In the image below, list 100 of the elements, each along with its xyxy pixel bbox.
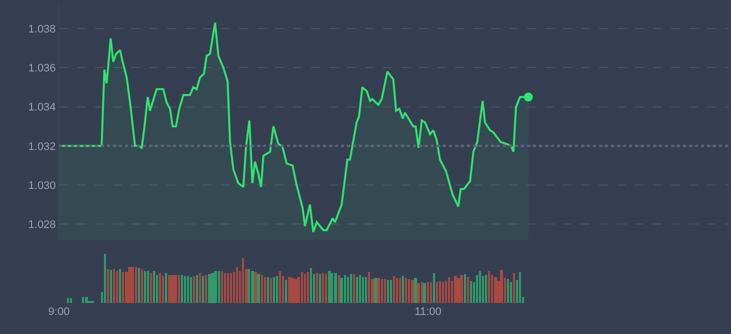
bar	[377, 278, 380, 303]
bar	[251, 270, 254, 303]
bar	[365, 276, 367, 303]
bar	[322, 272, 324, 303]
bar	[439, 280, 441, 303]
bar	[227, 272, 229, 303]
bar	[359, 274, 361, 303]
bar	[214, 270, 217, 303]
bar	[510, 282, 512, 303]
bar	[513, 272, 515, 303]
bar	[384, 278, 386, 303]
bar	[82, 296, 84, 303]
bar	[202, 276, 204, 303]
bar	[131, 266, 134, 303]
bar	[445, 280, 447, 303]
bar	[224, 272, 226, 303]
bar	[218, 270, 220, 303]
y-tick-label: 1.034	[28, 102, 56, 114]
bar	[119, 268, 121, 303]
bar	[230, 272, 232, 303]
bar	[411, 280, 414, 303]
bar	[374, 278, 377, 303]
bar	[414, 278, 417, 303]
bar	[362, 276, 364, 303]
bar	[138, 268, 140, 303]
bar	[135, 266, 137, 303]
bar	[248, 268, 250, 303]
bar	[485, 274, 487, 303]
bar	[168, 274, 171, 303]
bar	[187, 276, 189, 303]
x-tick-label: 11:00	[414, 306, 442, 318]
bar	[430, 282, 432, 303]
bar	[301, 272, 303, 303]
bar	[387, 280, 389, 303]
bar	[122, 272, 124, 303]
bar	[181, 274, 183, 303]
bar	[353, 274, 355, 303]
bar	[288, 276, 291, 303]
bar	[325, 274, 327, 303]
bar	[381, 278, 383, 303]
bar	[270, 278, 272, 303]
bar	[393, 276, 395, 303]
y-tick-label: 1.036	[28, 62, 56, 75]
bar	[396, 278, 398, 303]
y-tick-label: 1.032	[28, 140, 56, 153]
bar	[144, 270, 146, 303]
bar	[402, 276, 404, 303]
bar	[464, 274, 466, 303]
bar	[147, 270, 149, 303]
bar	[307, 272, 309, 303]
bar	[368, 272, 370, 303]
bar	[285, 280, 287, 303]
bar	[150, 272, 152, 303]
bar	[107, 268, 109, 303]
bar	[390, 280, 392, 303]
bar	[476, 274, 478, 303]
y-tick-label: 1.038	[28, 23, 56, 36]
bar	[276, 276, 278, 303]
bar	[340, 278, 343, 303]
bar	[344, 274, 346, 303]
bar	[159, 272, 161, 303]
bar	[267, 276, 269, 303]
bar	[184, 276, 186, 303]
bar	[153, 270, 155, 303]
bar	[261, 274, 263, 303]
bar	[350, 274, 352, 303]
bar	[208, 274, 211, 303]
bar	[494, 276, 497, 303]
bar	[162, 276, 164, 303]
bar	[433, 272, 435, 303]
bar	[279, 270, 281, 303]
bar	[500, 270, 503, 303]
bar	[331, 272, 333, 303]
bar	[116, 270, 118, 303]
bar	[193, 276, 195, 303]
bar	[70, 298, 72, 303]
bar	[254, 272, 257, 303]
bar	[488, 270, 490, 303]
bar	[399, 278, 401, 303]
bar	[519, 272, 521, 303]
bar	[347, 276, 349, 303]
x-tick-label: 9:00	[48, 306, 70, 318]
bar	[334, 272, 337, 303]
bar	[467, 276, 469, 303]
bar	[423, 282, 426, 303]
bar	[310, 268, 312, 303]
y-tick-label: 1.028	[28, 219, 56, 232]
bar	[264, 276, 266, 303]
bar	[417, 282, 420, 303]
bar	[507, 278, 509, 303]
bar	[174, 274, 177, 303]
bar	[491, 274, 493, 303]
bar	[421, 282, 423, 303]
bar	[221, 270, 223, 303]
bar	[199, 272, 201, 303]
bar	[304, 274, 306, 303]
bar	[236, 266, 238, 303]
bar	[454, 276, 457, 303]
bar	[273, 276, 275, 303]
bar	[178, 274, 180, 303]
